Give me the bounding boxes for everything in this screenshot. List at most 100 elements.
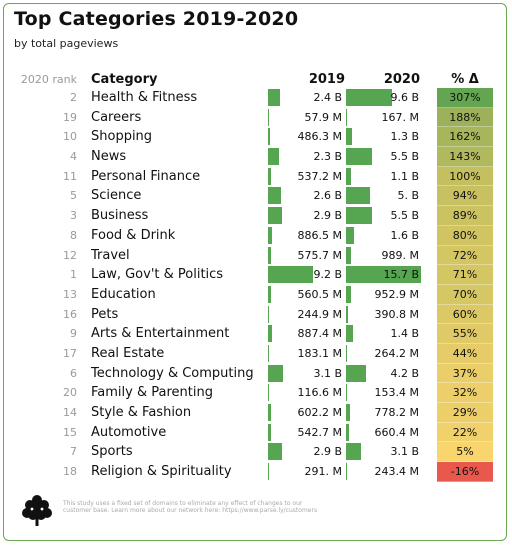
row-rank: 13 [63,287,77,301]
value-2019: 2.9 B [313,209,342,223]
bar-2019 [268,305,270,323]
row-rank: 7 [70,445,77,459]
value-2019: 2.6 B [313,189,342,203]
bar-2020 [346,226,354,244]
row-rank: 19 [63,110,77,124]
bar-2019 [268,207,283,225]
table-row: 8 Food & Drink 886.5 M 1.6 B 80% [0,225,512,246]
value-2019: 2.9 B [313,445,342,459]
value-2020: 264.2 M [374,346,419,360]
row-rank: 20 [63,386,77,400]
value-2020: 9.6 B [390,91,419,104]
table-row: 16 Pets 244.9 M 390.8 M 60% [0,304,512,325]
bar-2019 [268,325,273,343]
row-rank: 15 [63,425,77,439]
value-2019: 291. M [304,465,342,479]
value-2019: 3.1 B [313,366,342,380]
value-2019: 887.4 M [297,327,342,341]
bar-2019 [268,404,271,421]
pct-change-cell: 37% [437,363,493,384]
value-2019: 2.3 B [313,150,342,164]
bar-2020 [346,187,370,205]
bar-2020 [346,246,351,264]
table-row: 11 Personal Finance 537.2 M 1.1 B 100% [0,166,512,187]
value-2020: 952.9 M [374,287,419,301]
bar-2019 [268,344,269,362]
row-category: Technology & Computing [91,365,254,381]
table-row: 9 Arts & Entertainment 887.4 M 1.4 B 55% [0,324,512,344]
value-2020: 1.4 B [390,327,419,341]
bar-2019 [268,108,269,126]
pct-change-cell: 71% [437,265,493,285]
value-2020: 5.5 B [390,209,419,223]
table-row: 4 News 2.3 B 5.5 B 143% [0,147,512,167]
bar-2019 [268,128,271,146]
pct-change-cell: 94% [437,186,493,207]
parsely-leaf-logo-icon [22,495,52,526]
value-2020: 243.4 M [374,465,419,479]
row-rank: 1 [70,268,77,282]
bar-2019 [268,187,281,205]
table-row: 10 Shopping 486.3 M 1.3 B 162% [0,127,512,148]
table-row: 3 Business 2.9 B 5.5 B 89% [0,206,512,226]
row-category: Health & Fitness [91,90,198,105]
row-rank: 10 [63,130,77,144]
bar-2020 [346,344,348,362]
bar-2020 [346,108,347,126]
row-category: Business [91,208,149,224]
bar-2019 [268,246,271,264]
pct-change-cell: 29% [437,403,493,423]
row-category: Automotive [91,424,167,440]
value-2020: 153.4 M [374,386,419,400]
bar-2020 [346,285,351,303]
row-category: Careers [91,109,142,125]
header-2019: 2019 [308,72,345,87]
row-category: Arts & Entertainment [91,326,230,342]
value-2020: 4.2 B [390,366,419,380]
table-row: 13 Education 560.5 M 952.9 M 70% [0,284,512,305]
pct-change-cell: -16% [437,462,493,482]
value-2020: 989. M [381,248,419,262]
value-2020: 3.1 B [390,445,419,459]
value-2019: 560.5 M [297,287,342,301]
value-2020: 390.8 M [374,307,419,321]
value-2019: 886.5 M [297,228,342,242]
chart-subtitle: by total pageviews [14,37,119,50]
bar-2019 [268,266,313,284]
row-rank: 4 [70,150,77,164]
header-category: Category [91,72,158,87]
table-row: 17 Real Estate 183.1 M 264.2 M 44% [0,343,512,364]
row-category: Religion & Spirituality [91,464,232,480]
pct-change-cell: 89% [437,206,493,226]
bar-2019 [268,226,273,244]
row-rank: 9 [70,327,77,341]
value-2019: 183.1 M [297,346,342,360]
bar-2020 [346,443,361,461]
pct-change-cell: 22% [437,422,493,443]
bar-2019 [268,463,270,481]
value-2019: 116.6 M [297,386,342,400]
value-2020: 15.7 B [383,268,419,282]
row-rank: 17 [63,346,77,360]
table-row: 12 Travel 575.7 M 989. M 72% [0,245,512,266]
value-2019: 537.2 M [297,169,342,183]
row-rank: 3 [70,209,77,223]
row-rank: 12 [63,248,77,262]
pct-change-cell: 5% [437,442,493,463]
value-2019: 602.2 M [297,406,342,419]
bar-2020 [346,384,347,402]
row-category: Science [91,188,142,204]
pct-change-cell: 307% [437,88,493,108]
bar-2019 [268,364,283,382]
bar-2019 [268,443,283,461]
table-body: 2 Health & Fitness 2.4 B 9.6 B 307% 19 Careers… [0,88,512,482]
header-pct-change: % Δ [451,72,479,87]
table-row: 2 Health & Fitness 2.4 B 9.6 B 307% [0,88,512,108]
row-category: Education [91,286,156,302]
row-category: Travel [91,247,130,263]
pct-change-cell: 143% [437,147,493,167]
chart-title: Top Categories 2019-2020 [14,8,299,30]
bar-2020 [346,404,350,421]
pct-change-cell: 60% [437,304,493,325]
value-2020: 5. B [397,189,419,203]
